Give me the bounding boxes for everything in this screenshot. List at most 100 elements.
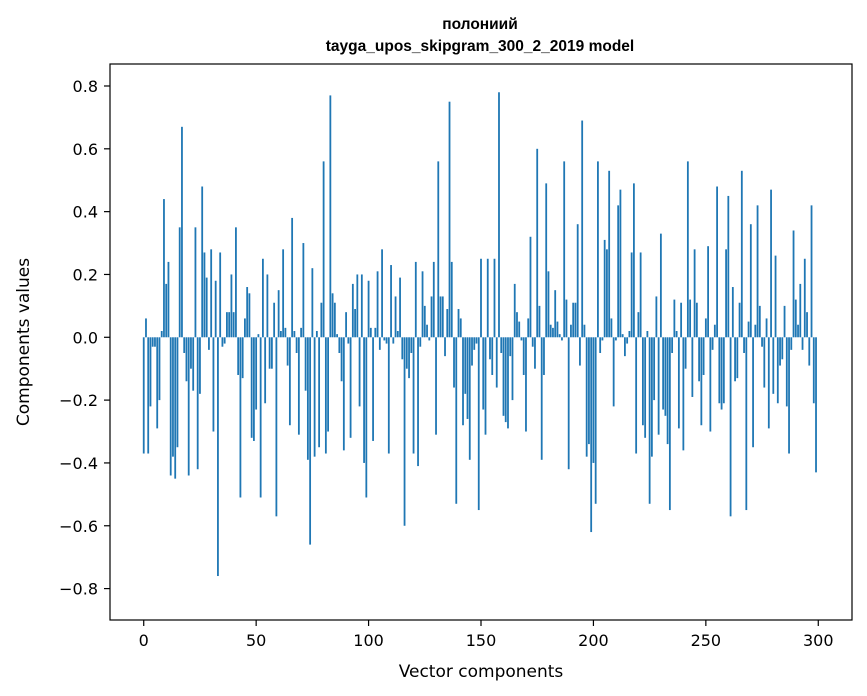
bar-113: [396, 331, 399, 338]
bar-5: [154, 337, 156, 347]
bar-69: [297, 337, 300, 435]
bar-150: [480, 258, 482, 338]
bar-14: [174, 337, 177, 479]
bar-131: [437, 161, 440, 338]
bar-256: [718, 337, 721, 404]
bar-238: [677, 337, 680, 429]
bar-204: [601, 337, 604, 341]
bar-106: [381, 249, 383, 338]
bar-148: [475, 337, 478, 344]
bar-289: [792, 230, 795, 338]
bar-123: [419, 337, 422, 347]
bar-268: [745, 337, 748, 511]
bar-141: [459, 318, 462, 338]
bar-201: [594, 337, 597, 504]
bar-231: [662, 337, 665, 410]
bar-65: [288, 337, 291, 426]
bar-220: [637, 312, 640, 338]
bar-11: [167, 261, 170, 338]
bar-167: [518, 321, 521, 338]
bar-60: [277, 290, 280, 338]
bar-224: [646, 331, 649, 338]
bar-22: [192, 337, 195, 391]
bar-159: [500, 337, 503, 353]
bar-107: [383, 337, 386, 341]
bar-259: [725, 249, 727, 338]
bar-0: [142, 337, 145, 454]
bar-129: [432, 261, 435, 338]
bar-128: [430, 296, 433, 338]
bar-7: [158, 337, 161, 401]
bar-178: [543, 337, 545, 375]
bar-135: [446, 309, 449, 338]
bar-89: [342, 337, 345, 451]
bar-35: [221, 337, 224, 347]
bar-245: [693, 249, 696, 338]
bar-103: [374, 327, 377, 338]
bar-94: [354, 309, 356, 338]
chart-subtitle: tayga_upos_skipgram_300_2_2019 model: [326, 38, 634, 55]
bar-1: [145, 318, 147, 338]
x-axis-ticks: 0 50 100 150 200 250 300: [139, 620, 834, 650]
bar-19: [185, 337, 188, 382]
bar-54: [264, 337, 267, 404]
bar-210: [615, 337, 617, 341]
bar-186: [561, 337, 563, 341]
bar-93: [351, 283, 354, 338]
bar-126: [426, 324, 428, 338]
y-axis-label: Components values: [14, 258, 34, 426]
y-tick-label: −0.4: [59, 454, 98, 473]
bar-222: [641, 337, 644, 426]
bar-51: [257, 334, 260, 338]
bar-119: [410, 337, 413, 353]
bar-165: [513, 283, 516, 338]
bar-185: [558, 334, 561, 338]
bar-21: [190, 337, 192, 369]
x-tick-label: 150: [466, 631, 497, 650]
bar-34: [219, 252, 222, 338]
bar-73: [306, 337, 309, 460]
bar-55: [266, 274, 269, 338]
bar-139: [455, 337, 458, 504]
bar-281: [774, 255, 777, 338]
bar-233: [666, 337, 669, 445]
bar-15: [176, 337, 179, 448]
bar-223: [644, 337, 647, 438]
bar-207: [608, 170, 611, 338]
bar-285: [783, 305, 786, 338]
bar-216: [628, 331, 631, 338]
bar-225: [648, 337, 651, 504]
bar-275: [761, 337, 763, 347]
bar-286: [785, 337, 788, 407]
bar-74: [309, 337, 312, 545]
bar-297: [810, 205, 813, 338]
bar-18: [183, 337, 186, 353]
bar-181: [549, 324, 552, 338]
bar-40: [232, 312, 235, 338]
bar-80: [322, 161, 325, 338]
bar-116: [403, 337, 406, 526]
bar-219: [635, 337, 638, 454]
bar-24: [196, 337, 199, 470]
bar-295: [806, 312, 808, 338]
bar-137: [450, 261, 453, 338]
bar-59: [275, 337, 278, 517]
bar-296: [808, 337, 811, 366]
bar-175: [536, 148, 539, 338]
bar-33: [217, 337, 219, 577]
bar-46: [246, 287, 249, 338]
bar-174: [534, 337, 536, 369]
bars-group: [142, 92, 817, 577]
bar-132: [439, 296, 442, 338]
bar-53: [262, 258, 264, 338]
bar-197: [585, 337, 588, 457]
bar-270: [749, 224, 752, 338]
bar-61: [279, 331, 282, 338]
bar-155: [491, 337, 494, 375]
bar-58: [273, 302, 276, 338]
bar-45: [244, 318, 246, 338]
bar-42: [237, 337, 240, 375]
bar-239: [680, 302, 683, 338]
bar-199: [590, 337, 593, 533]
bar-149: [477, 337, 480, 511]
